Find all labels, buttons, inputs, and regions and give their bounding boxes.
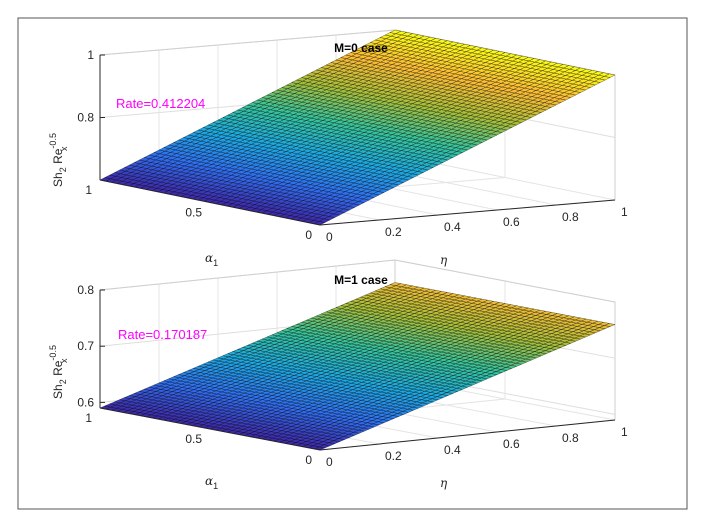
panel-m0-z-tick-label: 1: [87, 48, 94, 62]
panel-m0: 0 0.5 1 0 0.2 0.4 0.6 0.8 1 0.8 1 M=0 case Rate=0.…: [48, 29, 628, 268]
panel-m1-z-tick-label: 0.7: [77, 339, 94, 353]
panel-m1-eta-tick-label: 1: [621, 425, 628, 439]
panel-m0-annotation: Rate=0.412204: [116, 96, 205, 111]
panel-m1-z-tick-label: 0.6: [77, 395, 94, 409]
panel-m0-ylabel: η: [440, 253, 448, 267]
panel-m1-alpha-tick-label: 0.5: [185, 432, 202, 446]
panel-m0-eta-tick-label: 0.6: [503, 215, 520, 229]
panel-m1-alpha-tick-label: 0: [305, 453, 312, 467]
panel-m0-eta-tick-label: 0.4: [444, 220, 461, 234]
panel-m0-surface: [99, 29, 616, 226]
panel-m0-alpha-tick-label: 1: [85, 183, 92, 197]
panel-m1-title: M=1 case: [334, 273, 388, 287]
panel-m1-eta-tick-label: 0.8: [562, 431, 579, 445]
panel-m0-z-tick-label: 0.8: [77, 111, 94, 125]
panel-m1-eta-tick-label: 0.4: [444, 443, 461, 457]
panel-m0-eta-tick-label: 0.2: [385, 225, 402, 239]
panel-m1-alpha-tick-label: 1: [85, 411, 92, 425]
panel-m0-alpha-tick-label: 0: [305, 228, 312, 242]
panel-m0-eta-tick-label: 1: [621, 205, 628, 219]
panel-m0-eta-tick-label: 0: [326, 230, 333, 244]
panel-m0-alpha-tick-label: 0.5: [185, 206, 202, 220]
panel-m0-eta-tick-label: 0.8: [562, 210, 579, 224]
panel-m1-ylabel: η: [440, 476, 448, 490]
panel-m0-title: M=0 case: [334, 41, 388, 55]
panel-m1-annotation: Rate=0.170187: [118, 327, 207, 342]
panel-m1-eta-tick-label: 0: [326, 455, 333, 469]
panel-m1-eta-tick-label: 0.2: [385, 449, 402, 463]
panel-m1-eta-tick-label: 0.6: [503, 437, 520, 451]
panel-m1-z-tick-label: 0.8: [77, 283, 94, 297]
